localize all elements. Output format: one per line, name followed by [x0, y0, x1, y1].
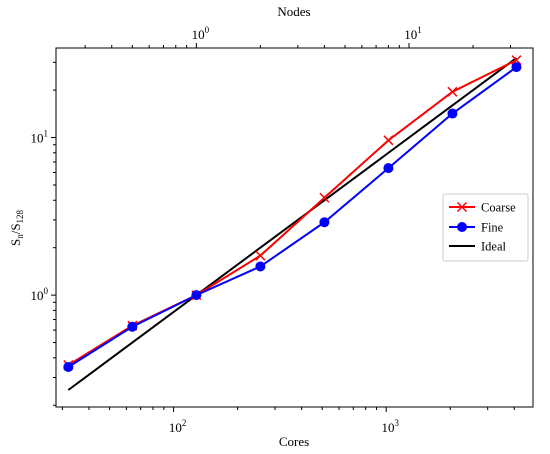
x2-tick-label-1: 100: [192, 25, 210, 42]
point-fine: [319, 217, 330, 228]
legend-label-coarse: Coarse: [481, 201, 516, 215]
plot-frame: [55, 47, 534, 408]
series-line-ideal: [67, 57, 518, 391]
point-coarse: [383, 135, 394, 146]
y-minor-ticks: [51, 61, 56, 406]
legend-marker-coarse: [456, 201, 468, 213]
point-coarse: [319, 192, 330, 203]
x-minor-ticks: [61, 407, 515, 412]
point-fine: [255, 261, 266, 272]
point-fine: [447, 108, 458, 119]
y-axis-title: Sn/S128: [8, 209, 25, 246]
legend-marker-fine: [457, 222, 467, 232]
point-fine: [127, 321, 138, 332]
y-tick-label-10: 101: [31, 129, 49, 146]
x-axis-title: Cores: [279, 434, 309, 449]
point-coarse: [255, 250, 266, 261]
point-fine: [383, 163, 394, 174]
x2-tick-label-10: 101: [404, 25, 422, 42]
point-fine: [63, 361, 74, 372]
legend-box: [442, 193, 529, 262]
x2-minor-ticks: [84, 43, 511, 48]
legend-label-ideal: Ideal: [481, 240, 507, 254]
y-tick-label-1: 100: [31, 286, 49, 303]
point-coarse: [447, 86, 458, 97]
x-tick-label-100: 102: [169, 418, 187, 435]
point-fine: [191, 290, 202, 301]
series-line-fine: [67, 66, 518, 368]
x-tick-label-1000: 103: [381, 418, 399, 435]
series-layer: [63, 55, 522, 391]
point-fine: [511, 62, 522, 73]
legend: Coarse Fine Ideal: [442, 193, 529, 262]
legend-label-fine: Fine: [481, 221, 504, 235]
x2-axis-title: Nodes: [277, 4, 310, 19]
